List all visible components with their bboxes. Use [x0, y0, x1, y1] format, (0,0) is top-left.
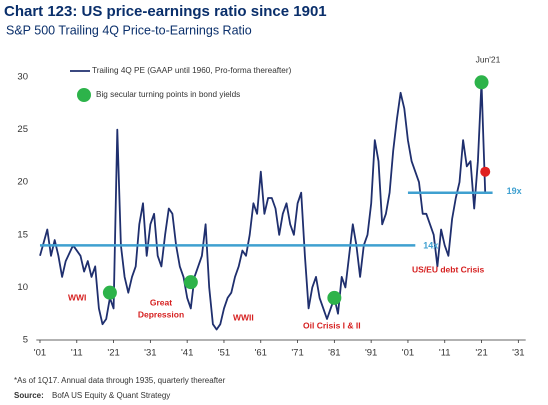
chart-title: Chart 123: US price-earnings ratio since…	[4, 3, 327, 20]
x-tick-label: '31	[512, 348, 524, 359]
annotation: Depression	[138, 309, 184, 319]
reference-label: 19x	[507, 186, 522, 196]
x-tick-label: '31	[144, 348, 156, 359]
annotation: WWI	[68, 292, 86, 302]
y-tick-label: 20	[17, 177, 28, 188]
y-tick-label: 25	[17, 124, 28, 135]
reference-label: 14x	[423, 241, 438, 251]
turning-point	[474, 75, 489, 90]
x-tick-label: '71	[291, 348, 303, 359]
y-tick-label: 5	[23, 335, 28, 346]
x-tick-label: '11	[439, 348, 451, 359]
x-tick-label: '01	[402, 348, 414, 359]
turning-point	[327, 290, 342, 305]
x-tick-label: '81	[328, 348, 340, 359]
series-line	[39, 81, 487, 331]
y-tick-label: 30	[17, 72, 28, 83]
x-tick-label: '21	[475, 348, 487, 359]
x-tick-label: '21	[107, 348, 119, 359]
turning-point	[183, 275, 198, 290]
x-tick-label: '01	[34, 348, 46, 359]
x-tick-label: '91	[365, 348, 377, 359]
turning-point	[102, 285, 117, 300]
legend-label: Trailing 4Q PE (GAAP until 1960, Pro-for…	[92, 66, 292, 75]
footnote: *As of 1Q17. Annual data through 1935, q…	[14, 376, 226, 385]
source: BofA US Equity & Quant Strategy	[52, 391, 170, 400]
annotation: Great	[150, 297, 172, 307]
annotation: US/EU debt Crisis	[412, 264, 485, 274]
chart-subtitle: S&P 500 Trailing 4Q Price-to-Earnings Ra…	[6, 23, 252, 37]
annotation: Oil Crisis I & II	[303, 320, 361, 330]
legend-label: Big secular turning points in bond yield…	[96, 90, 240, 99]
y-tick-label: 10	[17, 282, 28, 293]
y-tick-label: 15	[17, 229, 28, 240]
x-tick-label: '41	[181, 348, 193, 359]
turning-point	[480, 166, 491, 177]
x-tick-label: '61	[255, 348, 267, 359]
x-tick-label: '11	[71, 348, 83, 359]
x-tick-label: '51	[218, 348, 230, 359]
source-label: Source:	[14, 391, 44, 400]
annotation: Jun'21	[476, 54, 501, 64]
legend-marker	[77, 88, 91, 102]
annotation: WWII	[233, 312, 254, 322]
